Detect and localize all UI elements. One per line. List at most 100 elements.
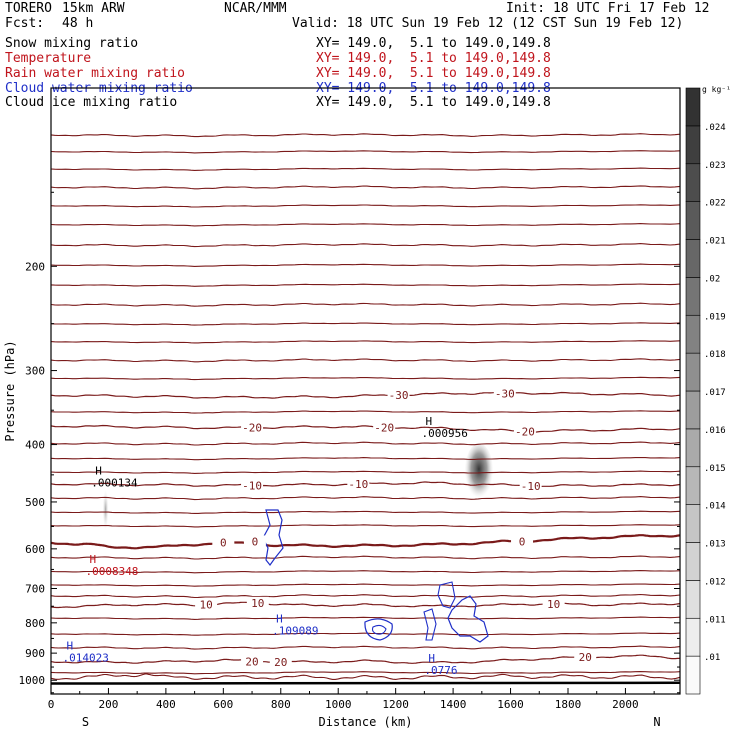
isotherm — [50, 524, 681, 528]
x-tick-label: 2000 — [612, 698, 639, 711]
isotherm — [50, 204, 681, 208]
isotherm — [50, 470, 681, 474]
isotherm-label: 0 — [220, 536, 227, 549]
isotherm — [50, 510, 681, 514]
colorbar-swatch — [685, 314, 701, 354]
isotherm — [50, 243, 681, 248]
isotherm-label: 0 — [519, 535, 526, 548]
isotherm-surface — [50, 673, 681, 680]
colorbar-swatch — [685, 580, 701, 619]
isotherm-label: 20 — [245, 655, 258, 668]
y-tick-label: 600 — [25, 543, 45, 556]
isotherm-label-bg — [212, 536, 235, 549]
isotherm-label-bg — [241, 655, 264, 668]
isotherm — [50, 616, 681, 620]
isotherm-label-bg — [387, 389, 410, 402]
ice-max-H: H — [426, 415, 433, 428]
isotherm-label: -10 — [242, 479, 262, 492]
isotherm-label-bg — [241, 479, 264, 492]
isotherm — [50, 185, 681, 190]
water-max-value: .0776 — [424, 664, 457, 677]
isotherm-label-bg — [243, 535, 266, 548]
x-tick-label: 1400 — [440, 698, 467, 711]
y-tick-label: 500 — [25, 496, 45, 509]
isotherm-label: -10 — [521, 480, 541, 493]
isotherm — [50, 150, 681, 154]
cloud-water-contour — [423, 608, 437, 641]
x-tick-label: 800 — [271, 698, 291, 711]
isotherm-label: -20 — [374, 421, 394, 434]
forecast-hour: 48 h — [62, 16, 94, 31]
colorbar-swatch — [685, 352, 701, 392]
valid-time: Valid: 18 UTC Sun 19 Feb 12 (12 CST Sun … — [292, 16, 684, 31]
isotherm--30 — [50, 391, 681, 399]
institution: NCAR/MMM — [224, 1, 287, 16]
colorbar-swatch — [685, 504, 701, 543]
isotherm — [50, 555, 681, 560]
y-tick-label: 300 — [25, 365, 45, 378]
cloud-water-contour — [262, 509, 284, 566]
isotherm-label-bg — [519, 480, 542, 493]
isotherm — [50, 223, 681, 227]
x-tick-label: 400 — [156, 698, 176, 711]
isotherm — [50, 358, 681, 363]
colorbar-swatch — [685, 163, 701, 202]
colorbar-tick-label: .019 — [704, 312, 726, 322]
isotherm — [50, 593, 681, 599]
isotherm — [50, 133, 681, 138]
isotherm — [50, 302, 681, 307]
isotherm--20 — [50, 424, 681, 433]
isotherm — [50, 632, 681, 636]
isotherm-label: 10 — [547, 598, 560, 611]
x-axis-title: Distance (km) — [319, 715, 413, 729]
cloud-water-contour — [437, 581, 456, 609]
isotherm-label: -20 — [242, 421, 262, 434]
colorbar-units: g kg⁻¹ — [702, 85, 731, 94]
colorbar-tick-label: .016 — [704, 426, 726, 436]
x-end-label-south: S — [82, 715, 89, 729]
isotherm-20 — [50, 654, 680, 664]
isotherm-label-bg — [269, 656, 292, 669]
isotherm-label: -10 — [348, 478, 368, 491]
rain-max-H: H — [89, 553, 96, 566]
isotherm — [50, 496, 681, 501]
isotherm-label: 10 — [199, 599, 212, 612]
colorbar-tick-label: .021 — [704, 237, 726, 247]
y-tick-label: 700 — [25, 582, 45, 595]
isotherm — [50, 376, 681, 381]
colorbar-tick-label: .011 — [704, 615, 726, 625]
ice-shading-small — [102, 489, 109, 530]
colorbar-swatch — [685, 125, 701, 165]
colorbar-tick-label: .022 — [704, 199, 726, 209]
rain-max-value: .0008348 — [85, 565, 138, 578]
x-tick-label: 0 — [48, 698, 55, 711]
water-max-H: H — [276, 612, 283, 625]
model-resolution: 15km ARW — [62, 1, 125, 16]
isotherm — [50, 340, 681, 344]
ice-shading-max — [464, 443, 494, 501]
colorbar-tick-label: .017 — [704, 388, 726, 398]
isotherm-label-bg — [511, 535, 534, 548]
isotherm-label-bg — [246, 596, 269, 609]
init-time: Init: 18 UTC Fri 17 Feb 12 — [506, 1, 710, 16]
y-tick-label: 800 — [25, 617, 45, 630]
isotherm-label-bg — [542, 597, 565, 610]
colorbar-swatch — [685, 428, 701, 468]
water-max-H: H — [428, 652, 435, 665]
x-tick-label: 1200 — [382, 698, 409, 711]
isotherm — [50, 456, 681, 461]
ice-max-H: H — [95, 465, 102, 478]
colorbar-tick-label: .018 — [704, 350, 726, 360]
isotherm-label-bg — [493, 387, 516, 400]
isotherm-label-bg — [241, 421, 264, 434]
isotherm — [50, 263, 681, 267]
forecast-label: Fcst: — [5, 16, 45, 31]
field-temperature-name: Temperature — [5, 51, 92, 66]
isotherm — [50, 410, 681, 414]
y-tick-label: 900 — [25, 647, 45, 660]
cloud-water-contour — [364, 618, 393, 641]
model-name: TORERO — [5, 1, 52, 16]
cloud-water-contour — [447, 595, 489, 643]
isotherm-label-bg — [195, 598, 218, 611]
